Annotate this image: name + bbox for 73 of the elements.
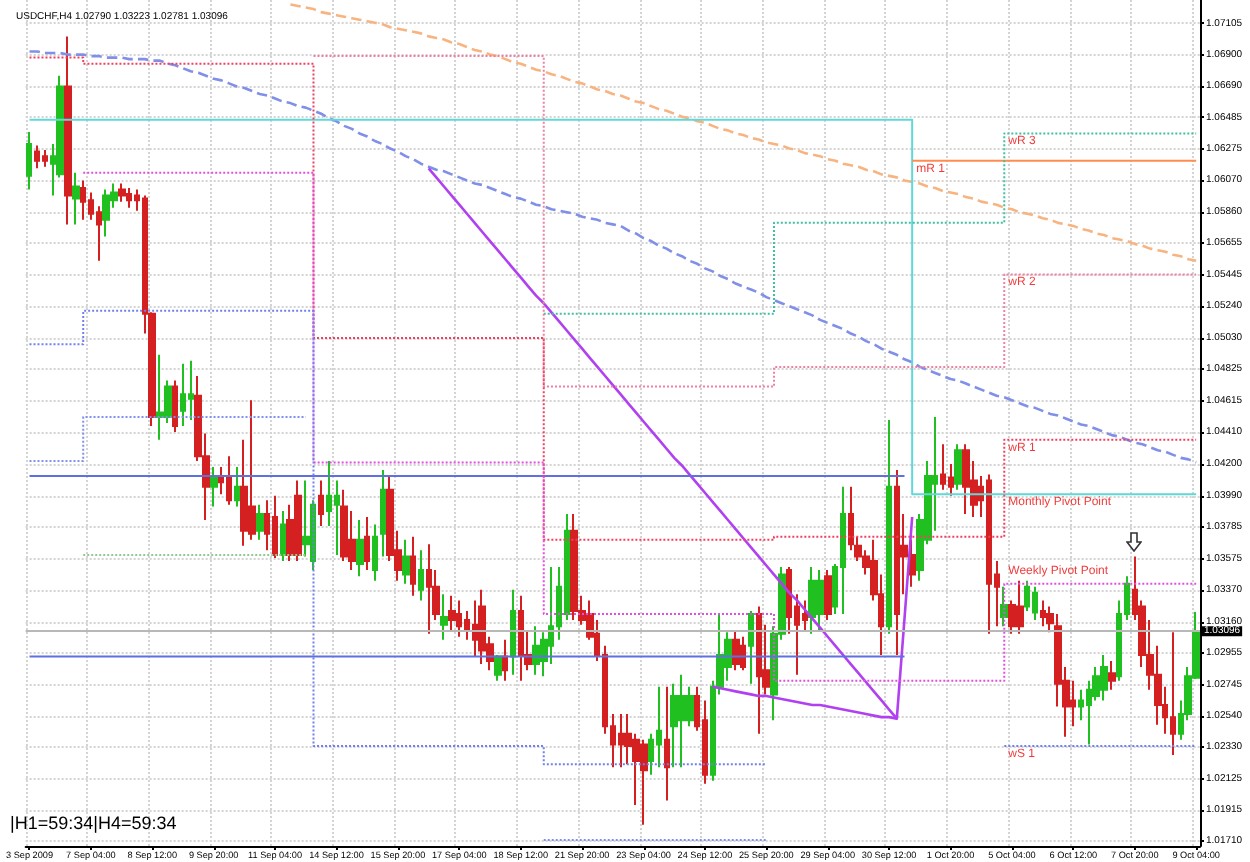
candlestick	[210, 465, 218, 508]
candlestick	[678, 673, 686, 769]
candlestick	[80, 179, 86, 221]
candlestick	[664, 685, 670, 802]
candlestick	[34, 144, 40, 170]
candlestick	[1016, 579, 1024, 635]
candlestick	[478, 588, 486, 666]
line-series	[427, 166, 914, 720]
candlestick	[188, 359, 194, 421]
candlestick	[380, 469, 386, 558]
candlestick	[402, 538, 410, 585]
candlestick	[156, 353, 164, 441]
candlestick	[840, 485, 846, 616]
candlestick	[318, 479, 324, 528]
candlestick	[1032, 585, 1038, 622]
candlestick	[448, 594, 456, 632]
candlestick	[280, 509, 286, 562]
candlestick	[816, 569, 824, 632]
candlestick	[426, 543, 432, 635]
candlestick	[1108, 660, 1116, 691]
candlestick	[172, 379, 178, 434]
candlestick	[72, 171, 80, 226]
candlestick	[1040, 599, 1046, 628]
candlestick	[1024, 579, 1030, 612]
candlestick	[64, 35, 72, 226]
line-series	[28, 50, 1198, 464]
candlestick	[456, 599, 462, 638]
candlestick	[570, 512, 578, 622]
candlestick	[640, 738, 648, 826]
candlestick	[294, 479, 302, 562]
candlestick	[340, 488, 348, 562]
candlestick	[510, 588, 516, 676]
candlestick	[986, 473, 992, 635]
candlestick	[824, 569, 832, 622]
candlestick	[518, 594, 524, 682]
candlestick	[670, 682, 678, 769]
candlestick	[256, 503, 264, 541]
candlestick	[26, 130, 32, 191]
candlestick	[732, 629, 740, 672]
candlestick	[372, 523, 378, 582]
candlestick	[364, 516, 370, 572]
candlestick	[180, 362, 186, 428]
candlestick	[118, 182, 126, 203]
candlestick	[356, 519, 364, 578]
candlestick	[102, 188, 110, 238]
candlestick	[1100, 653, 1108, 702]
line-series	[289, 3, 1198, 263]
candlestick	[756, 605, 762, 735]
candlestick	[234, 465, 240, 508]
candlestick	[894, 469, 900, 656]
candlestick	[618, 713, 624, 769]
candlestick	[440, 593, 448, 641]
candlestick	[42, 149, 48, 168]
candlestick	[1000, 585, 1008, 628]
candlestick	[532, 625, 540, 676]
candlestick	[954, 443, 962, 491]
candlestick	[264, 499, 270, 552]
candlestick	[126, 187, 132, 209]
candlestick	[418, 549, 424, 602]
candlestick	[248, 399, 256, 541]
candlestick	[410, 535, 416, 597]
candlestick	[656, 685, 662, 769]
candlestick	[272, 494, 278, 559]
candlestick	[1170, 631, 1176, 757]
candlestick	[502, 638, 508, 682]
candlestick	[494, 655, 502, 682]
candlestick	[940, 443, 946, 491]
candlestick	[226, 455, 232, 506]
candlestick	[886, 418, 892, 635]
candlestick	[962, 443, 970, 515]
candlestick	[748, 610, 754, 685]
annotation: |H1=59:34|H4=59:34	[10, 813, 177, 833]
candlestick	[808, 566, 816, 635]
